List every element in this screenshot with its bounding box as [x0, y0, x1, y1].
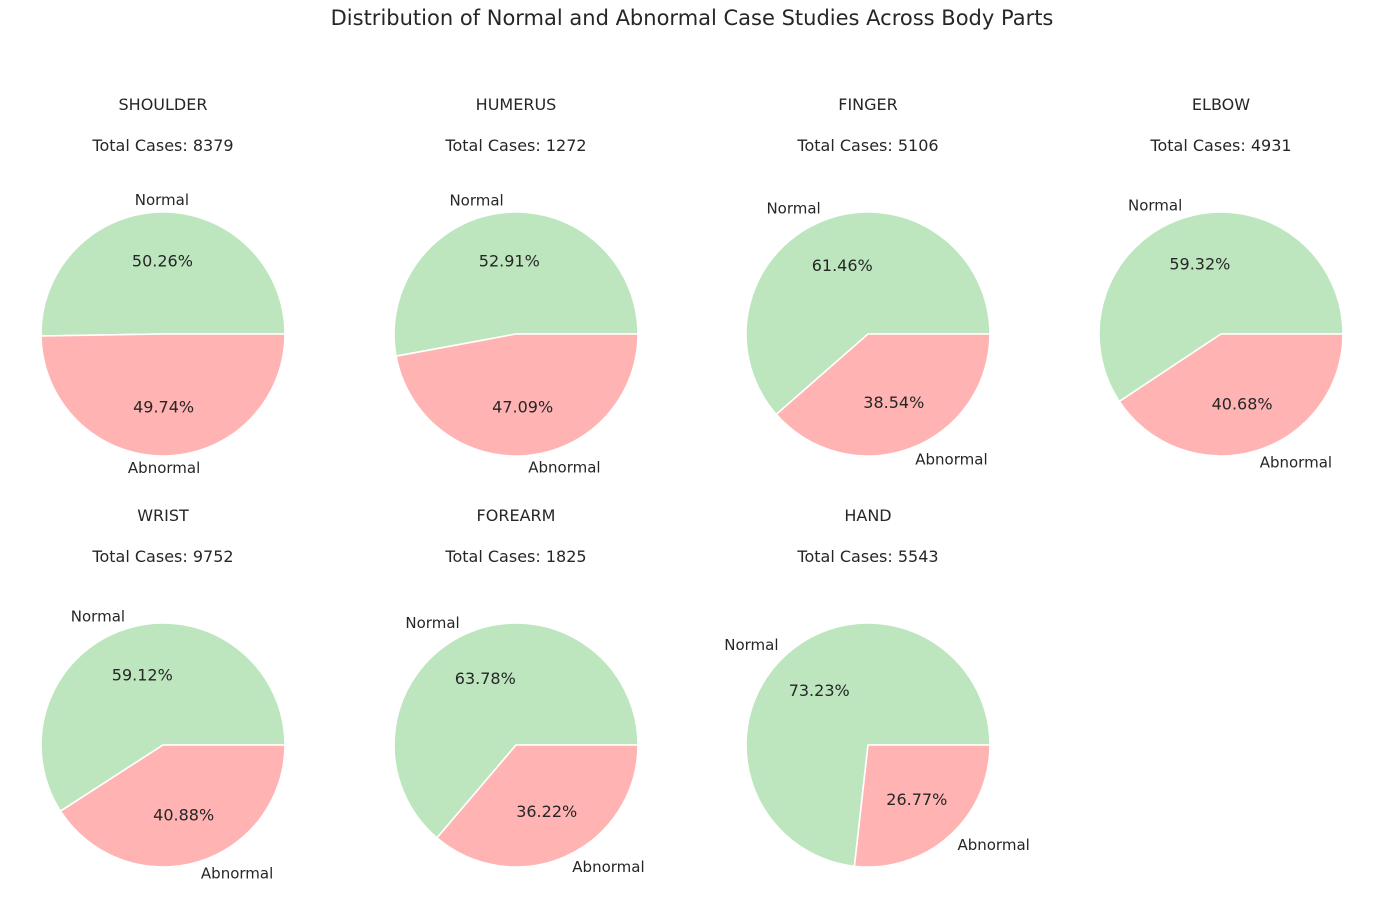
pie-slice-shoulder-abnormal	[40, 333, 286, 457]
panel-total-shoulder: Total Cases: 8379	[91, 136, 233, 155]
pie-panel-shoulder: SHOULDER Total Cases: 8379 Normal 50.26% Abn…	[40, 95, 286, 477]
pie-panel-humerus: HUMERUS Total Cases: 1272 Normal 52.91% Abno…	[393, 95, 639, 477]
slice-label-humerus-normal: Normal	[449, 191, 503, 209]
pct-label-wrist-normal: 59.12%	[112, 665, 173, 684]
panel-title-wrist: WRIST	[137, 506, 189, 525]
pct-label-hand-abnormal: 26.77%	[886, 790, 947, 809]
pie-panels: SHOULDER Total Cases: 8379 Normal 50.26% Abn…	[40, 95, 1344, 883]
pct-label-humerus-normal: 52.91%	[479, 252, 540, 271]
pct-label-finger-abnormal: 38.54%	[863, 393, 924, 412]
slice-label-hand-abnormal: Abnormal	[957, 836, 1029, 854]
pie-slice-humerus-normal	[393, 211, 639, 358]
panel-total-wrist: Total Cases: 9752	[91, 547, 233, 566]
pct-label-elbow-normal: 59.32%	[1169, 254, 1230, 273]
pct-label-shoulder-normal: 50.26%	[132, 251, 193, 270]
pct-label-forearm-abnormal: 36.22%	[516, 802, 577, 821]
pie-panel-forearm: FOREARM Total Cases: 1825 Normal 63.78% Abno…	[393, 506, 645, 876]
pct-label-finger-normal: 61.46%	[812, 256, 873, 275]
slice-label-shoulder-normal: Normal	[135, 191, 189, 209]
pie-panel-finger: FINGER Total Cases: 5106 Normal 61.46% Abnor…	[745, 95, 991, 469]
pie-slice-wrist-abnormal	[59, 744, 286, 868]
panel-total-forearm: Total Cases: 1825	[444, 547, 586, 566]
pct-label-forearm-normal: 63.78%	[455, 669, 516, 688]
pie-slice-forearm-abnormal	[435, 744, 639, 868]
panel-total-elbow: Total Cases: 4931	[1149, 136, 1291, 155]
pie-slice-elbow-normal	[1098, 211, 1344, 403]
slice-label-elbow-normal: Normal	[1128, 197, 1182, 215]
pct-label-elbow-abnormal: 40.68%	[1212, 395, 1273, 414]
pct-label-shoulder-abnormal: 49.74%	[133, 398, 194, 417]
panel-total-hand: Total Cases: 5543	[796, 547, 938, 566]
slice-label-finger-abnormal: Abnormal	[915, 451, 987, 469]
pie-panel-elbow: ELBOW Total Cases: 4931 Normal 59.32% Abnorm…	[1098, 95, 1344, 471]
pct-label-wrist-abnormal: 40.88%	[153, 806, 214, 825]
panel-title-elbow: ELBOW	[1192, 95, 1250, 114]
slice-label-elbow-abnormal: Abnormal	[1260, 453, 1332, 471]
pie-panel-hand: HAND Total Cases: 5543 Normal 73.23% Abnorma…	[724, 506, 1030, 868]
slice-label-wrist-abnormal: Abnormal	[201, 865, 273, 883]
slice-label-humerus-abnormal: Abnormal	[528, 459, 600, 477]
pie-panel-wrist: WRIST Total Cases: 9752 Normal 59.12% Abnorm…	[40, 506, 286, 883]
pie-slice-hand-abnormal	[853, 744, 991, 868]
panel-total-finger: Total Cases: 5106	[796, 136, 938, 155]
slice-label-finger-normal: Normal	[766, 199, 820, 217]
panel-title-humerus: HUMERUS	[476, 95, 557, 114]
pct-label-humerus-abnormal: 47.09%	[492, 397, 553, 416]
chart-title: Distribution of Normal and Abnormal Case…	[331, 6, 1054, 30]
pie-slice-forearm-normal	[393, 622, 639, 840]
pie-slice-shoulder-normal	[40, 211, 286, 337]
slice-label-forearm-abnormal: Abnormal	[572, 858, 644, 876]
panel-title-finger: FINGER	[838, 95, 898, 114]
panel-total-humerus: Total Cases: 1272	[444, 136, 586, 155]
slice-label-forearm-normal: Normal	[405, 614, 459, 632]
pie-slice-finger-abnormal	[775, 333, 991, 457]
pie-slice-finger-normal	[745, 211, 991, 416]
slice-label-wrist-normal: Normal	[71, 607, 125, 625]
pct-label-hand-normal: 73.23%	[789, 681, 850, 700]
pie-slice-elbow-abnormal	[1118, 333, 1344, 457]
pie-slice-wrist-normal	[40, 622, 286, 813]
panel-title-forearm: FOREARM	[477, 506, 556, 525]
panel-title-hand: HAND	[844, 506, 891, 525]
pie-slice-humerus-abnormal	[395, 333, 639, 457]
panel-title-shoulder: SHOULDER	[119, 95, 208, 114]
slice-label-hand-normal: Normal	[724, 636, 778, 654]
slice-label-shoulder-abnormal: Abnormal	[128, 459, 200, 477]
